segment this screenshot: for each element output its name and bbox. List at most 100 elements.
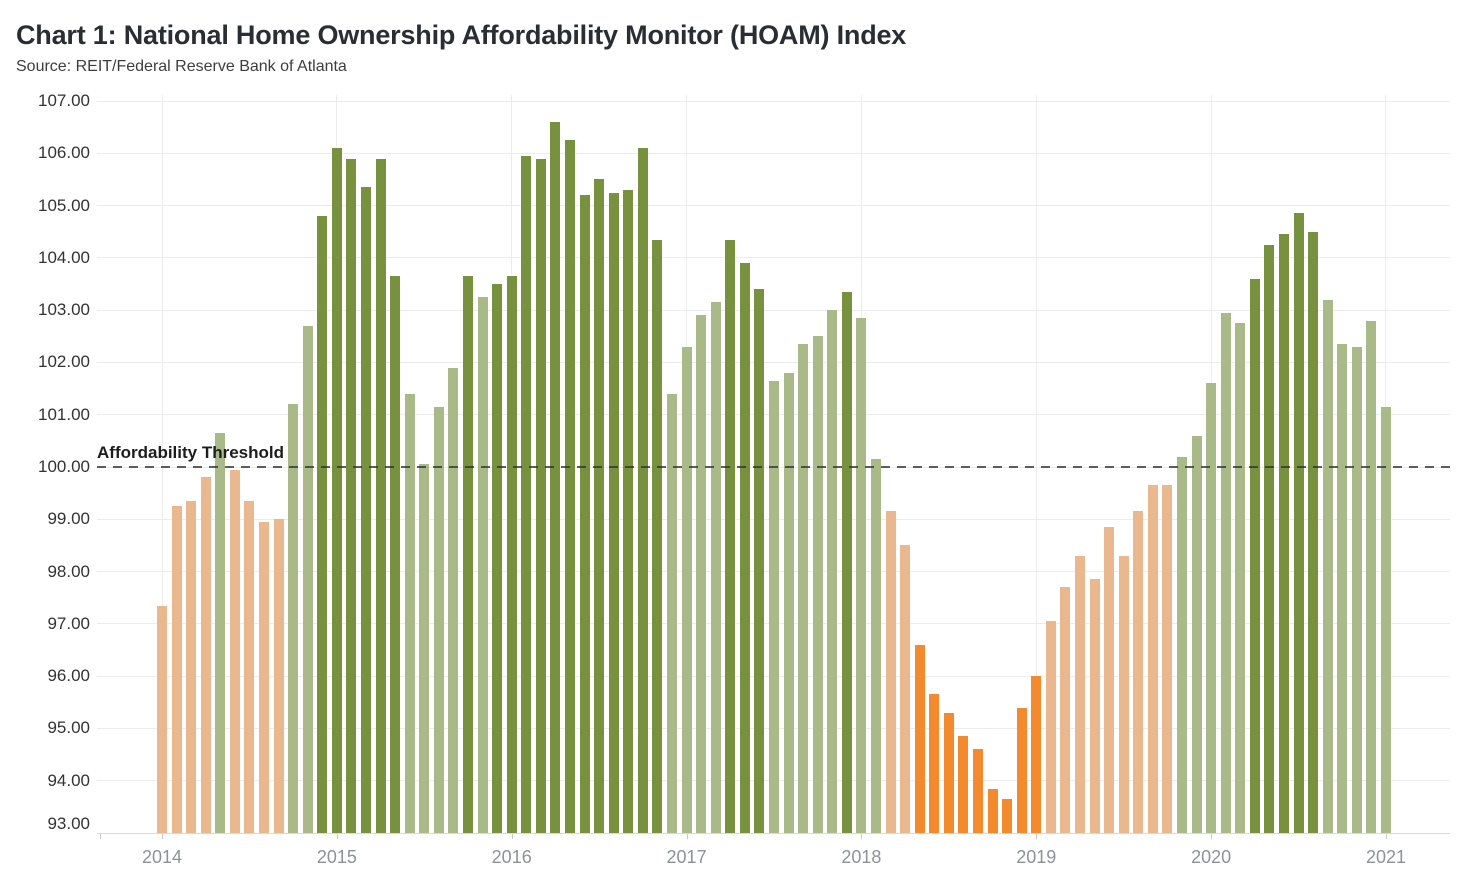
bar-apr-2019[interactable] bbox=[1074, 555, 1085, 833]
bar-feb-2014[interactable] bbox=[171, 506, 182, 833]
bar-oct-2015[interactable] bbox=[462, 276, 473, 833]
bar-may-2019[interactable] bbox=[1089, 579, 1100, 833]
bar-nov-2017[interactable] bbox=[827, 310, 838, 833]
bar-jul-2014[interactable] bbox=[244, 500, 255, 833]
x-axis-tick bbox=[1385, 833, 1387, 839]
bar-may-2016[interactable] bbox=[564, 140, 575, 833]
bar-dec-2016[interactable] bbox=[666, 393, 677, 833]
y-axis-tick-label: 94.00 bbox=[47, 770, 90, 790]
bar-jan-2018[interactable] bbox=[856, 317, 867, 833]
bar-apr-2015[interactable] bbox=[375, 158, 386, 833]
bar-dec-2019[interactable] bbox=[1191, 435, 1202, 833]
bar-aug-2017[interactable] bbox=[783, 372, 794, 833]
bar-jun-2017[interactable] bbox=[754, 289, 765, 833]
bar-may-2017[interactable] bbox=[739, 263, 750, 833]
bar-mar-2020[interactable] bbox=[1235, 323, 1246, 833]
chart-source-note: Source: REIT/Federal Reserve Bank of Atl… bbox=[16, 58, 347, 75]
bar-jun-2019[interactable] bbox=[1104, 527, 1115, 833]
bar-jun-2018[interactable] bbox=[929, 694, 940, 833]
bar-mar-2015[interactable] bbox=[360, 187, 371, 833]
bar-feb-2019[interactable] bbox=[1045, 621, 1056, 833]
bar-dec-2017[interactable] bbox=[841, 291, 852, 833]
bar-sep-2020[interactable] bbox=[1322, 299, 1333, 833]
bar-jan-2017[interactable] bbox=[681, 346, 692, 833]
y-axis-tick-label: 93.00 bbox=[47, 814, 90, 833]
bar-jul-2017[interactable] bbox=[768, 380, 779, 833]
bar-aug-2018[interactable] bbox=[958, 736, 969, 833]
bar-jan-2016[interactable] bbox=[506, 276, 517, 833]
bar-jul-2016[interactable] bbox=[594, 179, 605, 833]
bar-apr-2017[interactable] bbox=[725, 239, 736, 833]
bar-nov-2015[interactable] bbox=[477, 297, 488, 833]
bar-apr-2018[interactable] bbox=[900, 545, 911, 833]
bar-dec-2018[interactable] bbox=[1016, 707, 1027, 833]
bar-jul-2019[interactable] bbox=[1118, 555, 1129, 833]
bar-apr-2016[interactable] bbox=[550, 121, 561, 833]
bar-nov-2020[interactable] bbox=[1351, 346, 1362, 833]
bar-apr-2020[interactable] bbox=[1249, 278, 1260, 833]
bar-mar-2017[interactable] bbox=[710, 302, 721, 833]
bar-aug-2019[interactable] bbox=[1133, 511, 1144, 833]
bar-oct-2014[interactable] bbox=[288, 404, 299, 833]
bar-jan-2020[interactable] bbox=[1206, 383, 1217, 833]
bar-feb-2016[interactable] bbox=[521, 155, 532, 833]
bar-aug-2015[interactable] bbox=[433, 406, 444, 833]
bar-dec-2020[interactable] bbox=[1366, 320, 1377, 833]
bar-mar-2014[interactable] bbox=[186, 500, 197, 833]
bar-oct-2018[interactable] bbox=[987, 788, 998, 833]
bar-may-2020[interactable] bbox=[1264, 244, 1275, 833]
bar-aug-2016[interactable] bbox=[608, 192, 619, 833]
bar-jul-2020[interactable] bbox=[1293, 213, 1304, 833]
bar-oct-2016[interactable] bbox=[637, 148, 648, 833]
bar-mar-2018[interactable] bbox=[885, 511, 896, 833]
bar-feb-2015[interactable] bbox=[346, 158, 357, 833]
bar-jul-2015[interactable] bbox=[419, 464, 430, 833]
bar-dec-2015[interactable] bbox=[492, 284, 503, 833]
bar-jun-2014[interactable] bbox=[229, 469, 240, 833]
bar-sep-2017[interactable] bbox=[798, 344, 809, 833]
bar-feb-2017[interactable] bbox=[696, 315, 707, 833]
bar-nov-2019[interactable] bbox=[1176, 456, 1187, 833]
bar-jan-2019[interactable] bbox=[1031, 676, 1042, 833]
x-axis-tick bbox=[1211, 833, 1213, 839]
bar-jul-2018[interactable] bbox=[943, 712, 954, 833]
x-axis-year-label: 2018 bbox=[841, 847, 882, 867]
gridline-vertical bbox=[161, 95, 163, 833]
bar-may-2018[interactable] bbox=[914, 644, 925, 833]
bar-sep-2018[interactable] bbox=[972, 749, 983, 833]
bar-oct-2017[interactable] bbox=[812, 336, 823, 833]
bar-aug-2020[interactable] bbox=[1308, 231, 1319, 833]
bar-sep-2016[interactable] bbox=[623, 189, 634, 833]
x-axis-tick bbox=[1036, 833, 1038, 839]
bar-feb-2018[interactable] bbox=[870, 459, 881, 833]
bar-oct-2019[interactable] bbox=[1162, 485, 1173, 833]
bar-feb-2020[interactable] bbox=[1220, 312, 1231, 833]
bar-jan-2014[interactable] bbox=[157, 605, 167, 833]
bar-oct-2020[interactable] bbox=[1337, 344, 1348, 833]
bar-mar-2016[interactable] bbox=[535, 158, 546, 833]
bar-apr-2014[interactable] bbox=[200, 477, 211, 833]
bar-jun-2016[interactable] bbox=[579, 195, 590, 833]
bar-jun-2015[interactable] bbox=[404, 393, 415, 833]
bar-dec-2014[interactable] bbox=[317, 216, 328, 833]
bar-nov-2014[interactable] bbox=[302, 325, 313, 833]
x-axis-year-label: 2021 bbox=[1365, 847, 1406, 867]
bar-sep-2014[interactable] bbox=[273, 519, 284, 833]
x-axis-tick bbox=[100, 833, 101, 839]
bar-sep-2019[interactable] bbox=[1147, 485, 1158, 833]
y-axis-tick-label: 106.00 bbox=[38, 143, 90, 163]
bar-may-2014[interactable] bbox=[215, 433, 226, 833]
bar-mar-2019[interactable] bbox=[1060, 587, 1071, 833]
bar-aug-2014[interactable] bbox=[258, 521, 269, 833]
bar-may-2015[interactable] bbox=[390, 276, 401, 833]
threshold-line bbox=[97, 466, 1450, 468]
x-axis-year-label: 2017 bbox=[666, 847, 707, 867]
bar-jan-2021[interactable] bbox=[1380, 406, 1391, 833]
bar-jan-2015[interactable] bbox=[331, 148, 342, 833]
bar-nov-2016[interactable] bbox=[652, 239, 663, 833]
bar-jun-2020[interactable] bbox=[1278, 234, 1289, 833]
bar-sep-2015[interactable] bbox=[448, 367, 459, 833]
x-axis-year-label: 2019 bbox=[1016, 847, 1057, 867]
bar-nov-2018[interactable] bbox=[1002, 799, 1013, 833]
